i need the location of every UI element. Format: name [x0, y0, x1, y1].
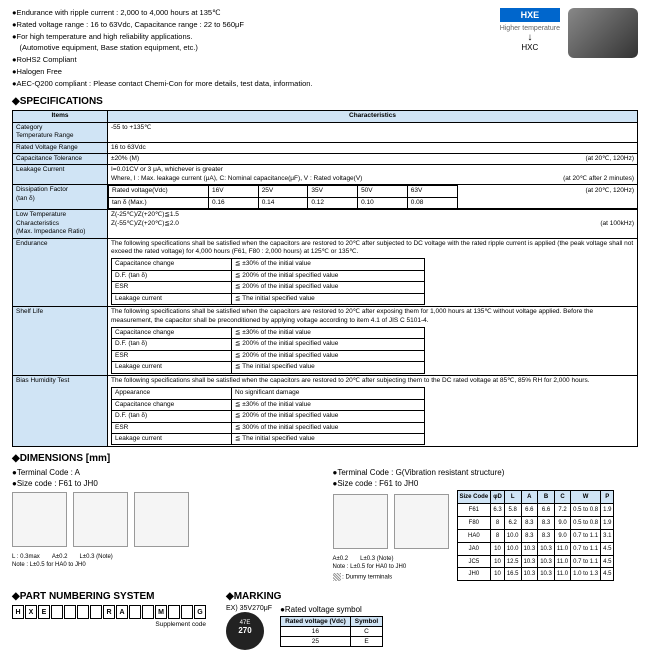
bullet: (Automotive equipment, Base station equi… [12, 43, 500, 53]
arrow-label: Higher temperature [500, 25, 560, 32]
bullet: ●Endurance with ripple current : 2,000 t… [12, 8, 500, 18]
hxe-badge: HXE [500, 8, 560, 22]
dimension-drawing [394, 494, 449, 549]
part-number-boxes: HXERAMG [12, 605, 206, 619]
rated-voltage-table: Rated voltage (Vdc)Symbol 16C 25E [280, 616, 383, 647]
note-a: Note : L±0.5 for HA0 to JH0 [12, 562, 318, 568]
bullet: ●Halogen Free [12, 67, 500, 77]
size-g-title: ●Size code : F61 to JH0 [333, 479, 639, 488]
dimensions-title: ◆DIMENSIONS [mm] [12, 453, 638, 464]
size-a-title: ●Size code : F61 to JH0 [12, 479, 318, 488]
dimension-drawing [73, 492, 128, 547]
bullet: ●RoHS2 Compliant [12, 55, 500, 65]
capacitor-image [568, 8, 638, 58]
marking-diagram: 47E270 [226, 612, 264, 650]
marking-title: ◆MARKING [226, 591, 383, 602]
note-g: Note : L±0.5 for HA0 to JH0 [333, 564, 449, 570]
dimension-drawing [134, 492, 189, 547]
specifications-title: ◆SPECIFICATIONS [12, 96, 638, 107]
bullet: ●AEC-Q200 compliant : Please contact Che… [12, 79, 500, 89]
terminal-a-title: ●Terminal Code : A [12, 468, 318, 477]
rated-voltage-title: ●Rated voltage symbol [280, 605, 383, 614]
bullet: ●For high temperature and high reliabili… [12, 32, 500, 42]
part-numbering-title: ◆PART NUMBERING SYSTEM [12, 591, 206, 602]
terminal-g-title: ●Terminal Code : G(Vibration resistant s… [333, 468, 639, 477]
bullet: ●Rated voltage range : 16 to 63Vdc, Capa… [12, 20, 500, 30]
hxc-label: HXC [500, 43, 560, 52]
size-code-table: Size CodeφDLABCWP F616.35.86.66.67.20.5 … [457, 490, 615, 581]
dimension-drawing [12, 492, 67, 547]
dimension-drawing [333, 494, 388, 549]
specifications-table: ItemsCharacteristics Category Temperatur… [12, 110, 638, 447]
